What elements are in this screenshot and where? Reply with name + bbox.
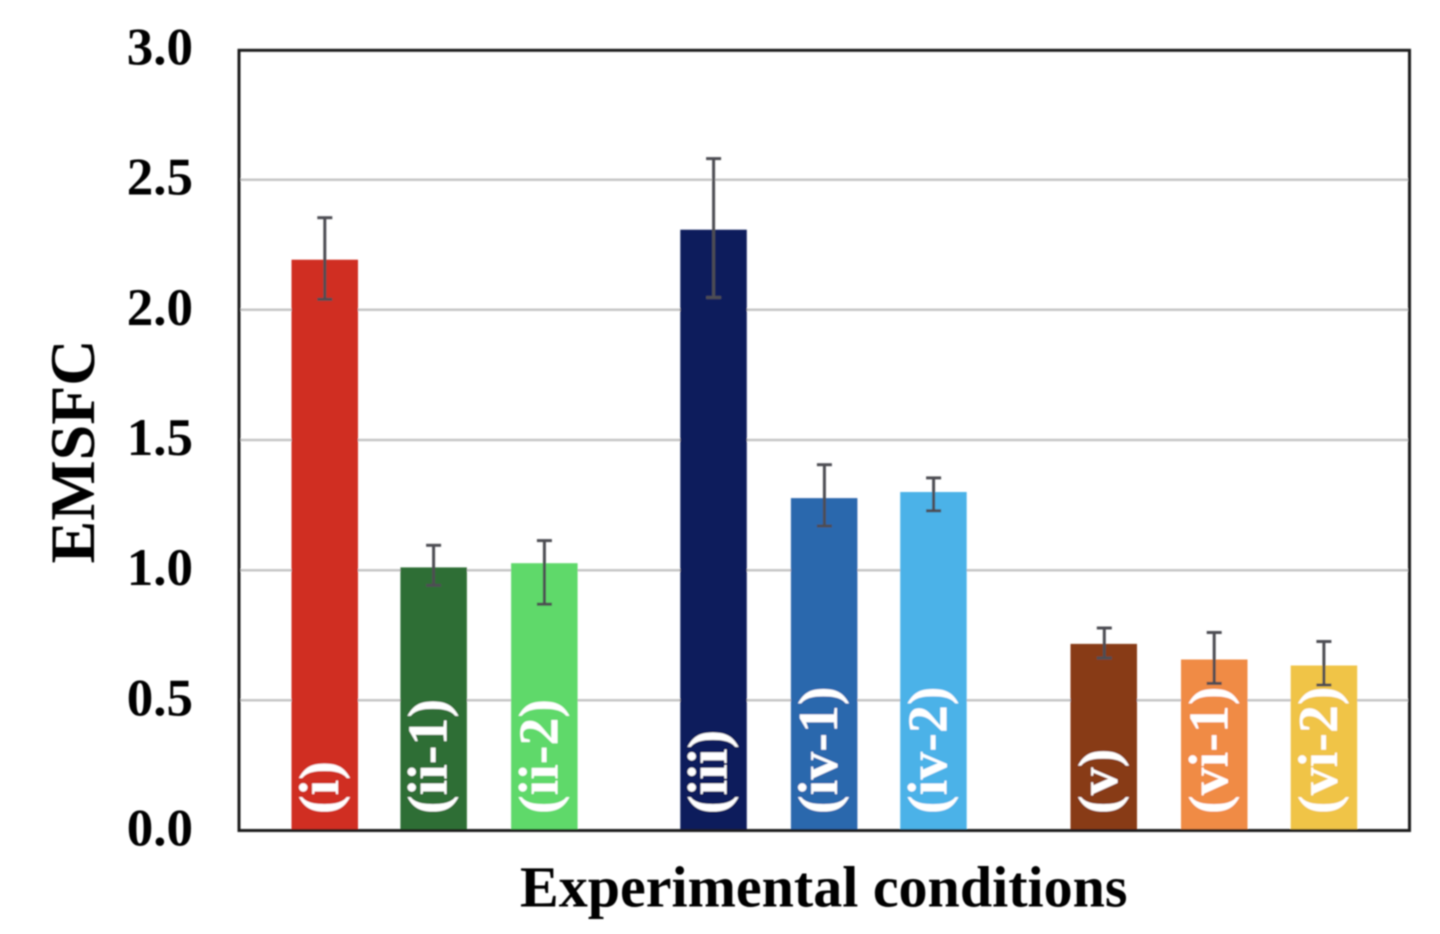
- svg-text:(iii): (iii): [678, 730, 740, 814]
- svg-text:(iv-1): (iv-1): [788, 686, 850, 814]
- svg-text:(vi-1): (vi-1): [1178, 686, 1240, 814]
- svg-text:0.5: 0.5: [127, 669, 193, 727]
- svg-text:(ii-1): (ii-1): [398, 699, 460, 814]
- svg-text:(ii-2): (ii-2): [508, 699, 570, 814]
- svg-text:(vi-2): (vi-2): [1288, 686, 1350, 814]
- svg-text:2.0: 2.0: [127, 279, 193, 337]
- svg-text:3.0: 3.0: [127, 19, 193, 77]
- svg-text:(v): (v): [1068, 749, 1130, 814]
- svg-text:2.5: 2.5: [127, 149, 193, 207]
- svg-text:1.5: 1.5: [127, 409, 193, 467]
- svg-text:1.0: 1.0: [127, 539, 193, 597]
- svg-text:(iv-2): (iv-2): [897, 686, 959, 814]
- svg-text:Experimental conditions: Experimental conditions: [520, 855, 1127, 920]
- svg-text:0.0: 0.0: [127, 800, 193, 858]
- svg-text:(i): (i): [289, 761, 351, 814]
- svg-text:EMSFC: EMSFC: [37, 340, 108, 564]
